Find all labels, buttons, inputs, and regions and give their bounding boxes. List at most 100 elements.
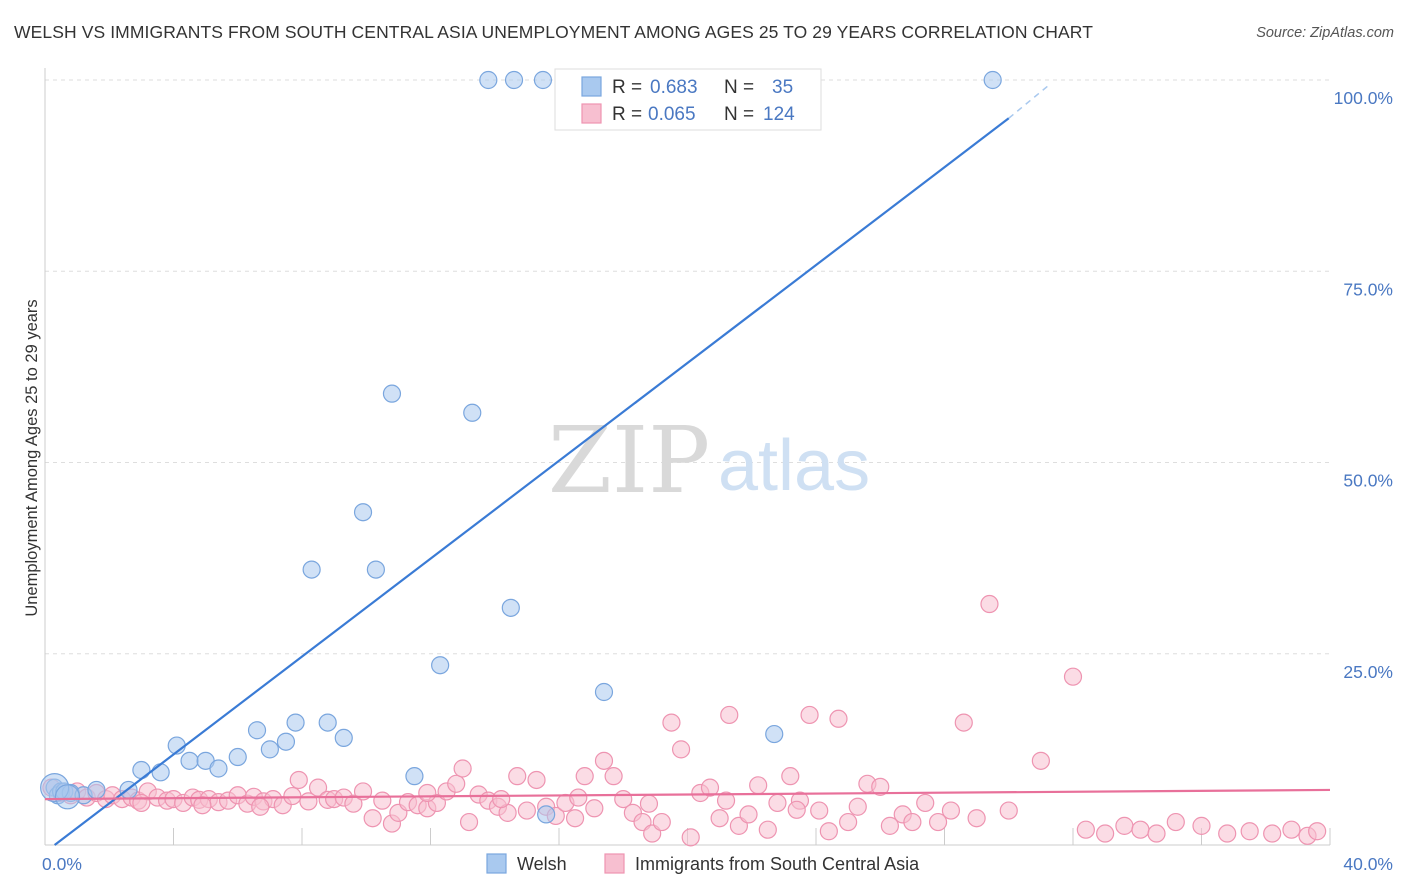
welsh-point [228,747,247,767]
welsh-trend-line [53,117,1010,846]
welsh-point [318,713,337,732]
welsh-point [247,721,267,740]
immigrants-point [1166,812,1185,832]
legend-swatch-welsh [581,76,602,97]
immigrants-point [373,791,392,810]
source-credit: Source: ZipAtlas.com [1256,25,1394,41]
immigrants-point [604,767,623,786]
immigrants-point [1076,820,1095,839]
immigrants-point [418,783,437,803]
immigrants-point [508,767,527,786]
legend-n-label: N = [724,104,754,125]
immigrants-point [768,793,787,813]
immigrants-point [1240,822,1259,841]
welsh-point [151,763,170,782]
immigrants-point [716,791,736,810]
immigrants-point [941,801,961,820]
y-axis-label: Unemployment Among Ages 25 to 29 years [23,299,41,616]
immigrants-point [1308,822,1327,841]
immigrants-point [132,793,151,813]
immigrants-point [569,788,588,807]
immigrants-point [749,776,768,795]
bottom-legend-swatch-welsh [486,853,507,874]
welsh-point [260,740,279,759]
immigrants-point [193,796,212,815]
immigrants-point [1218,824,1237,843]
welsh-point [132,760,151,780]
immigrants-point [344,794,363,813]
immigrants-point [839,812,858,832]
welsh-point [533,70,553,90]
welsh-point [479,70,498,90]
immigrants-point [810,801,829,820]
welsh-trend-extension [1008,83,1051,119]
immigrants-point [1031,751,1050,770]
immigrants-point [453,759,472,778]
immigrants-point [639,794,659,813]
welsh-point [366,560,385,579]
immigrants-point [492,789,511,809]
immigrants-point [999,801,1018,820]
legend-n-label: N = [724,77,754,98]
y-tick-label: 25.0% [1343,662,1393,682]
immigrants-point [819,822,838,841]
legend-r-label: R = [612,104,642,125]
legend-swatch-immigrants [581,103,602,124]
immigrants-point [700,778,720,797]
welsh-point [537,805,556,824]
welsh-point [405,767,424,786]
y-tick-label: 75.0% [1343,279,1393,299]
immigrants-point [671,740,691,759]
immigrants-point [980,594,999,614]
y-tick-label: 50.0% [1343,471,1393,491]
welsh-point [276,732,296,751]
immigrants-point [251,797,270,816]
immigrants-point [710,809,729,828]
welsh-point [54,784,81,810]
immigrants-point [575,767,594,786]
legend-box: R = 0.683 N = 35 R = 0.065 N = 124 [554,68,822,131]
legend-r-value: 0.683 [650,77,698,98]
immigrants-point [447,774,466,793]
immigrants-point [758,820,777,839]
immigrants-point [517,801,536,820]
immigrants-point [363,809,382,828]
immigrants-point [585,799,604,818]
data-points [40,70,1327,847]
immigrants-point [283,786,302,806]
welsh-point [501,598,520,617]
welsh-point [431,656,450,675]
chart-title: WELSH VS IMMIGRANTS FROM SOUTH CENTRAL A… [14,22,1094,42]
x-tick-label: 40.0% [1343,854,1393,874]
welsh-point [382,384,402,403]
immigrants-point [848,797,867,816]
immigrants-point [1096,824,1115,843]
welsh-point [353,503,373,522]
immigrants-point [565,809,585,828]
immigrants-point [720,705,739,725]
immigrants-point [1131,820,1150,839]
immigrants-point [1115,816,1134,835]
immigrants-point [916,793,935,813]
watermark-atlas: atlas [718,426,870,506]
immigrants-point [954,713,973,732]
immigrants-point [459,812,479,832]
x-tick-label: 0.0% [42,854,82,874]
legend-r-value: 0.065 [648,104,696,125]
welsh-point [209,759,228,778]
bottom-legend-label-immigrants: Immigrants from South Central Asia [635,854,920,874]
immigrants-point [662,713,681,732]
watermark-zip: ZIP [548,407,710,514]
legend-n-value: 35 [772,77,793,98]
immigrants-point [967,809,986,828]
legend-n-value: 124 [763,104,795,125]
immigrants-point [1282,820,1301,839]
immigrants-point [594,751,614,770]
welsh-point [983,70,1002,90]
immigrants-point [652,812,671,832]
y-tick-label: 100.0% [1334,88,1393,108]
grid-lines [45,79,1330,655]
welsh-point [594,682,614,702]
immigrants-point [829,709,848,728]
welsh-point [765,724,784,744]
